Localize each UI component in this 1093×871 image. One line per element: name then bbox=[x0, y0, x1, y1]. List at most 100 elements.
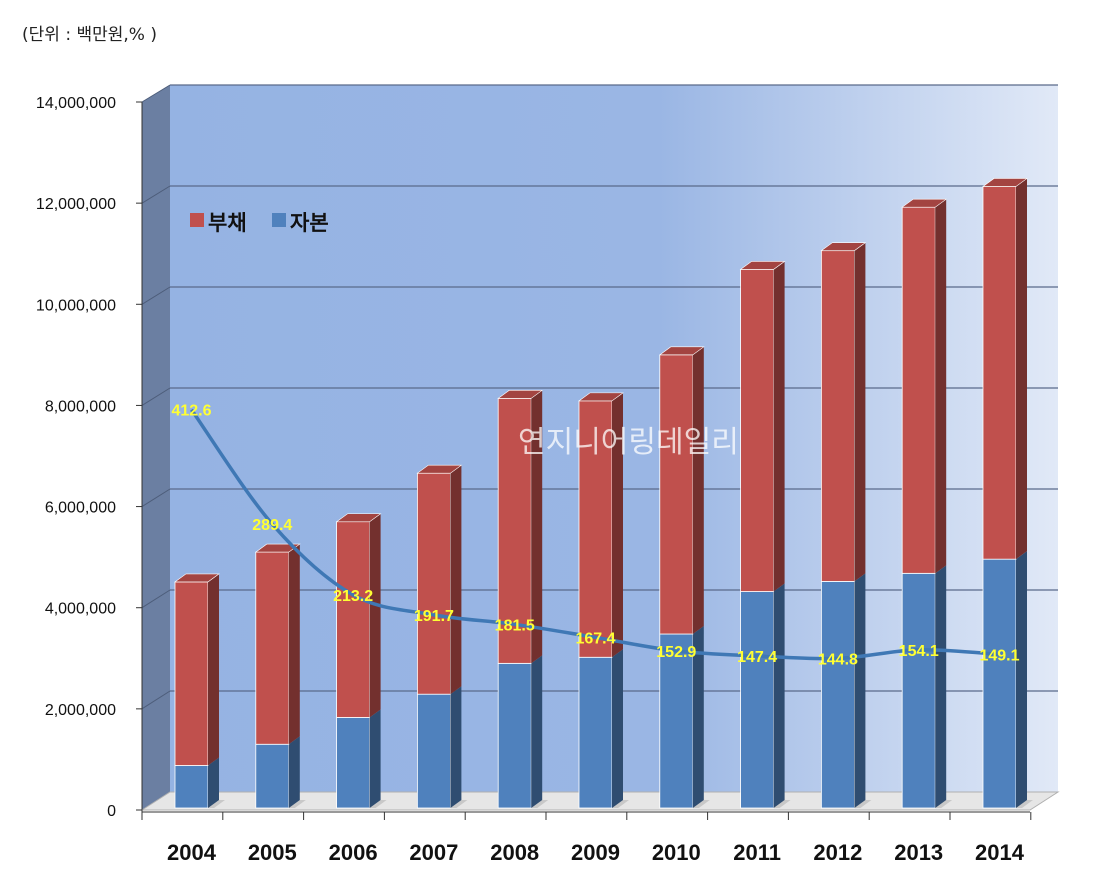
gridline-side bbox=[141, 185, 171, 204]
ratio-data-label: 144.8 bbox=[818, 651, 858, 668]
y-tick-label: 10,000,000 bbox=[36, 297, 116, 314]
bar-top bbox=[982, 178, 1028, 187]
bar-top bbox=[174, 573, 220, 583]
legend-swatch-equity bbox=[272, 213, 286, 227]
ratio-data-label: 181.5 bbox=[495, 617, 535, 634]
bar-debt bbox=[497, 397, 532, 664]
y-tick-label: 0 bbox=[107, 803, 116, 820]
gridline-side bbox=[141, 690, 171, 710]
bar-equity-side bbox=[1016, 551, 1027, 808]
bar-debt-side bbox=[1016, 178, 1027, 560]
x-tick-label: 2005 bbox=[248, 840, 297, 865]
bar-equity bbox=[255, 743, 290, 809]
bar-equity bbox=[901, 572, 936, 809]
x-tick-label: 2012 bbox=[813, 840, 862, 865]
bar-equity-side bbox=[935, 565, 947, 808]
bar-top bbox=[820, 242, 867, 251]
ratio-data-label: 412.6 bbox=[171, 403, 211, 420]
x-tick-label: 2004 bbox=[167, 840, 217, 865]
bar-top bbox=[739, 261, 786, 270]
ratio-data-label: 213.2 bbox=[333, 588, 373, 605]
bar-debt-side bbox=[208, 573, 219, 766]
bar-debt-side bbox=[531, 390, 543, 664]
bar-equity-side bbox=[531, 655, 543, 808]
legend-label-equity: 자본 bbox=[290, 211, 329, 235]
bar-equity bbox=[416, 693, 451, 809]
ratio-data-label: 154.1 bbox=[899, 643, 939, 660]
ratio-data-label: 167.4 bbox=[575, 630, 615, 647]
bar-equity-side bbox=[692, 626, 704, 808]
bar-equity-side bbox=[288, 736, 300, 808]
bar-equity-side bbox=[773, 583, 785, 808]
bar-debt-side bbox=[612, 392, 623, 658]
bar-equity-side bbox=[208, 757, 219, 808]
bar-equity-side bbox=[612, 649, 623, 808]
ratio-data-label: 191.7 bbox=[414, 608, 454, 625]
y-tick-label: 8,000,000 bbox=[45, 398, 116, 415]
x-tick-label: 2009 bbox=[571, 840, 620, 865]
bar-equity bbox=[982, 558, 1017, 809]
side-wall bbox=[142, 85, 170, 810]
x-tick-label: 2006 bbox=[329, 840, 378, 865]
y-tick-label: 2,000,000 bbox=[45, 702, 116, 719]
bar-equity-side bbox=[369, 709, 381, 808]
ratio-line bbox=[190, 408, 1000, 661]
gridline-side bbox=[141, 84, 171, 103]
ratio-data-label: 289.4 bbox=[252, 517, 292, 534]
bar-equity bbox=[659, 633, 694, 809]
bar-top bbox=[335, 513, 382, 523]
bar-debt-side bbox=[854, 242, 866, 582]
x-tick-label: 2010 bbox=[652, 840, 701, 865]
bar-debt-side bbox=[692, 346, 704, 635]
legend-label-debt: 부채 bbox=[208, 211, 247, 235]
gridline-side bbox=[141, 387, 171, 406]
bar-debt bbox=[982, 186, 1017, 560]
x-tick-label: 2011 bbox=[733, 840, 781, 865]
x-tick-label: 2014 bbox=[975, 840, 1025, 865]
bar-debt-side bbox=[773, 261, 785, 592]
bar-debt bbox=[336, 521, 371, 718]
y-tick-label: 12,000,000 bbox=[36, 196, 116, 213]
bar-equity-side bbox=[450, 686, 462, 808]
legend-swatch-debt bbox=[190, 213, 204, 227]
y-tick-label: 14,000,000 bbox=[36, 95, 116, 112]
bar-top bbox=[901, 198, 948, 208]
bar-equity bbox=[578, 656, 613, 809]
bar-debt bbox=[740, 268, 774, 592]
bar-equity bbox=[740, 591, 774, 809]
bar-debt bbox=[821, 250, 855, 582]
bar-equity bbox=[497, 662, 532, 809]
x-tick-label: 2013 bbox=[894, 840, 943, 865]
bar-debt bbox=[578, 400, 613, 658]
gridline-side bbox=[141, 488, 171, 507]
bar-top bbox=[658, 346, 705, 356]
ratio-data-label: 147.4 bbox=[737, 649, 777, 666]
bar-equity-side bbox=[854, 573, 866, 808]
bar-debt-side bbox=[369, 513, 381, 718]
bar-equity bbox=[336, 717, 371, 809]
unit-label: (단위 : 백만원,% ) bbox=[22, 25, 157, 45]
bar-top bbox=[416, 464, 463, 474]
bar-debt-side bbox=[288, 544, 300, 745]
bar-debt bbox=[416, 472, 451, 695]
bar-equity bbox=[174, 765, 209, 809]
ratio-data-label: 152.9 bbox=[656, 644, 696, 661]
bar-debt-side bbox=[935, 199, 947, 574]
gridline-side bbox=[141, 286, 171, 305]
ratio-data-label: 149.1 bbox=[979, 647, 1019, 664]
bar-debt bbox=[901, 206, 936, 574]
bar-top bbox=[254, 543, 301, 553]
bar-debt bbox=[255, 551, 290, 745]
bar-debt bbox=[659, 354, 694, 635]
watermark: 연지니어링데일리 bbox=[518, 425, 739, 460]
bar-top bbox=[497, 390, 544, 399]
bar-top bbox=[578, 392, 624, 402]
bar-debt-side bbox=[450, 465, 462, 695]
y-tick-label: 6,000,000 bbox=[45, 500, 116, 517]
x-tick-label: 2008 bbox=[490, 840, 539, 865]
y-tick-label: 4,000,000 bbox=[45, 601, 116, 618]
legend: 부채 자본 bbox=[190, 211, 329, 235]
bar-debt bbox=[174, 581, 209, 766]
bar-equity bbox=[821, 581, 855, 809]
